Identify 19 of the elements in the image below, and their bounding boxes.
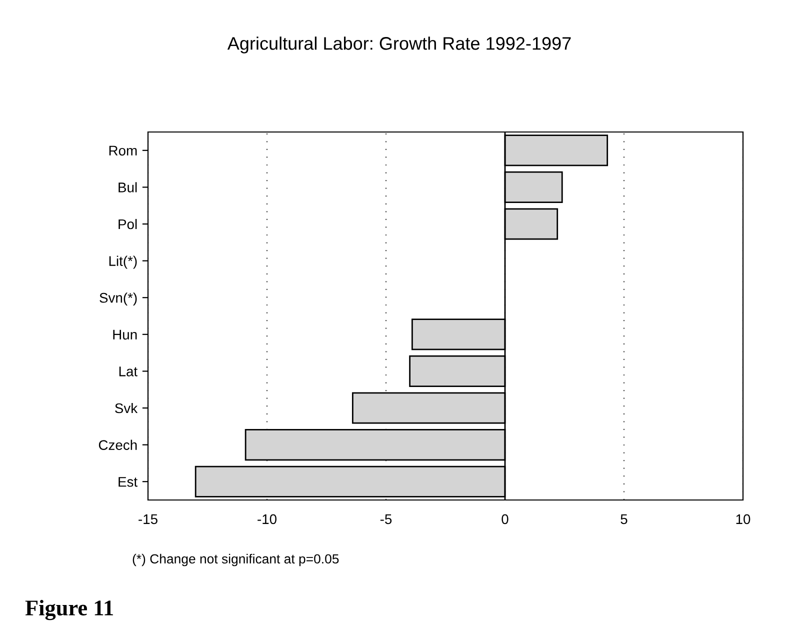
y-tick-label: Lit(*) (109, 256, 137, 269)
y-tick-label: Pol (118, 218, 137, 230)
y-tick-label: Bul (118, 182, 137, 192)
x-tick-label: 10 (736, 514, 750, 524)
text: (*) Change not significant at p=0.05 (132, 554, 339, 566)
caption: Figure 11 (25, 600, 113, 620)
x-tick-label: -10 (258, 514, 276, 524)
y-tick-label: Est (118, 477, 138, 487)
y-tick-label: Hun (113, 330, 137, 340)
chart-title: Agricultural Labor: Growth Rate 1992-1997 (227, 36, 571, 54)
y-tick-label: Rom (109, 146, 137, 156)
y-tick-label: Lat (119, 366, 138, 376)
x-tick-label: -15 (138, 514, 158, 524)
x-tick-label: -5 (380, 514, 392, 524)
x-tick-label: 0 (502, 514, 508, 524)
y-tick-label: Svk (115, 402, 138, 414)
x-tick-label: 5 (620, 514, 628, 524)
y-tick-label: Svn(*) (100, 292, 137, 306)
y-tick-label: Czech (98, 440, 137, 450)
